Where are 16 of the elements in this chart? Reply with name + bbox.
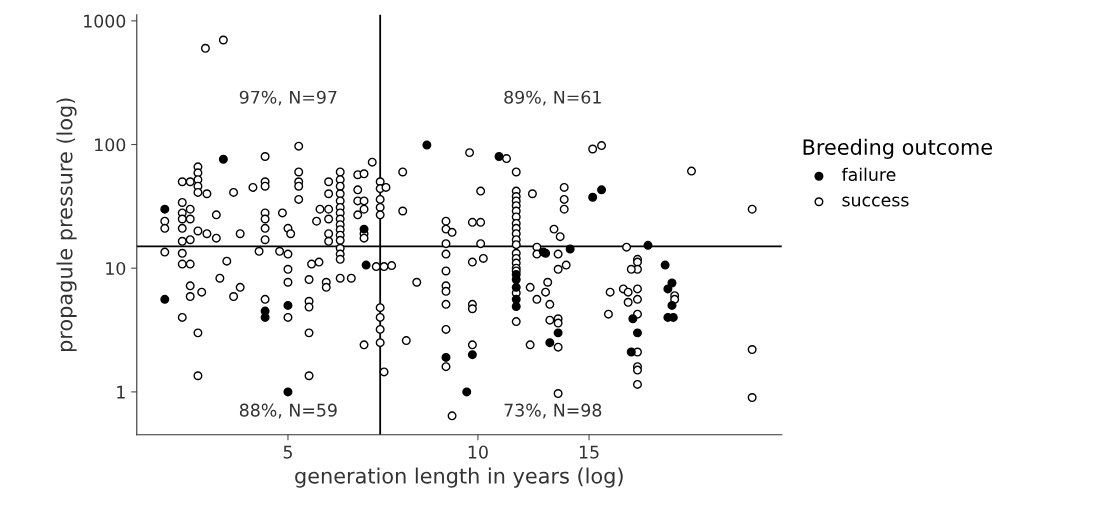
y-tick-label: 1 [117,385,125,399]
y-tick-label: 10 [106,261,126,276]
annotation: 73%, N=98 [504,403,602,419]
legend-title: Breeding outcome [803,138,992,159]
y-tick-label: 1000 [84,14,126,28]
legend-label: success [842,196,909,207]
y-axis-title: propagule pressure (log) [56,98,77,352]
x-tick-label: 10 [468,445,488,459]
x-tick-label: 5 [283,445,292,459]
annotation: 89%, N=61 [504,90,601,106]
x-tick-label: 15 [579,445,599,459]
y-tick-label: 100 [95,138,126,152]
x-axis-title: generation length in years (log) [295,467,623,488]
annotation: 88%, N=59 [239,403,337,419]
legend-label: failure [841,167,896,182]
annotation: 97%, N=97 [239,90,337,106]
